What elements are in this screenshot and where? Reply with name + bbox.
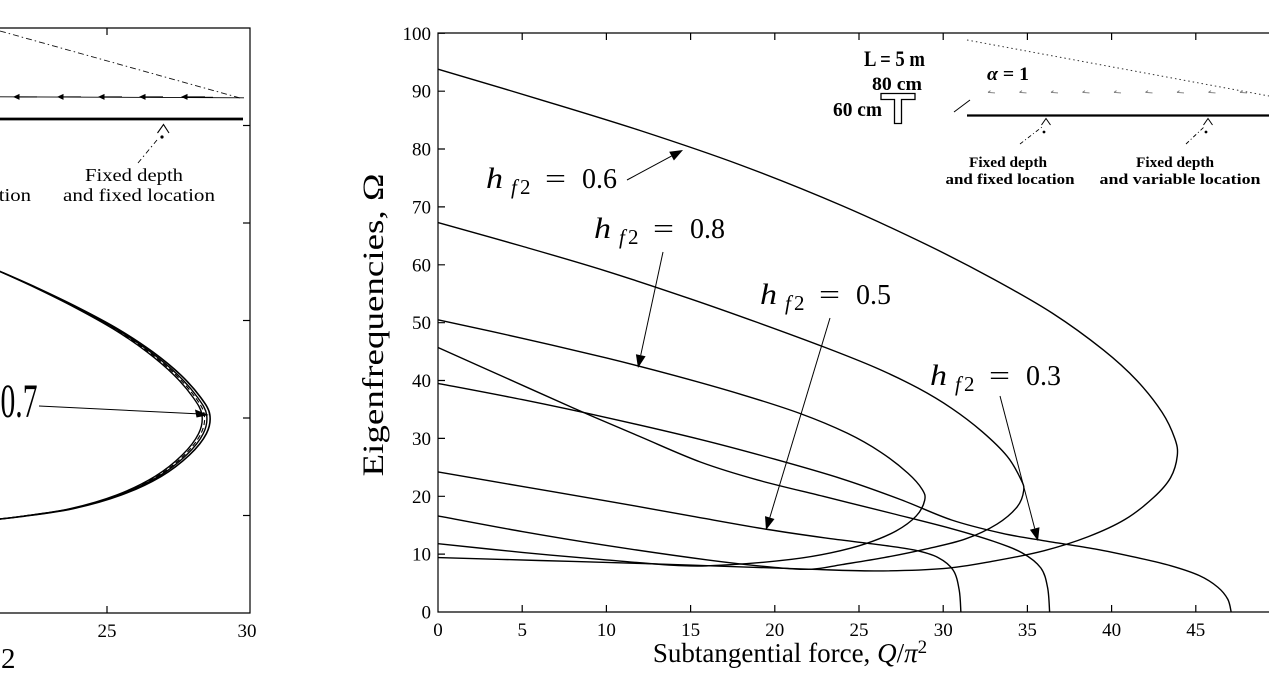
svg-text:Eigenfrequencies, Ω: Eigenfrequencies, Ω <box>357 174 390 477</box>
svg-text:0: 0 <box>433 620 443 641</box>
svg-text:80 cm: 80 cm <box>872 74 922 95</box>
svg-text:100: 100 <box>403 24 432 45</box>
svg-text:0.6: 0.6 <box>582 164 617 195</box>
svg-text:30: 30 <box>412 429 431 450</box>
svg-text:30: 30 <box>934 620 953 641</box>
svg-text:20: 20 <box>765 620 784 641</box>
svg-text:10: 10 <box>412 545 431 566</box>
svg-text:and fixed location: and fixed location <box>63 185 215 205</box>
svg-text:0.3: 0.3 <box>1026 361 1061 392</box>
svg-text:50: 50 <box>412 313 431 334</box>
svg-text:15: 15 <box>681 620 700 641</box>
svg-text:0.7: 0.7 <box>1 375 38 428</box>
svg-text:35: 35 <box>1018 620 1037 641</box>
svg-text:and variable location: and variable location <box>1100 172 1261 188</box>
svg-text:30: 30 <box>238 621 257 642</box>
svg-text:60 cm: 60 cm <box>833 99 882 121</box>
svg-text:Fixed depth: Fixed depth <box>85 165 183 185</box>
svg-text:25: 25 <box>850 620 869 641</box>
svg-text:=: = <box>989 361 1010 392</box>
svg-text:20: 20 <box>412 487 431 508</box>
svg-text:and variable location: and variable location <box>0 185 31 205</box>
svg-text:f: f <box>955 372 964 396</box>
svg-text:2: 2 <box>1 643 16 675</box>
svg-text:80: 80 <box>412 140 431 161</box>
svg-text:Fixed depth: Fixed depth <box>969 155 1047 171</box>
svg-text:0: 0 <box>422 603 432 624</box>
svg-text:60: 60 <box>412 255 431 276</box>
svg-text:5: 5 <box>517 620 527 641</box>
svg-text:25: 25 <box>98 621 117 642</box>
svg-text:f: f <box>785 291 794 315</box>
svg-text:and fixed location: and fixed location <box>946 172 1075 188</box>
svg-text:70: 70 <box>412 197 431 218</box>
svg-text:=: = <box>819 280 840 311</box>
svg-text:f: f <box>619 225 628 249</box>
svg-text:=: = <box>545 164 566 195</box>
svg-text:40: 40 <box>1102 620 1121 641</box>
svg-text:L = 5 m: L = 5 m <box>864 46 925 71</box>
svg-text:=: = <box>653 214 674 245</box>
svg-text:2: 2 <box>520 175 531 199</box>
svg-text:h: h <box>486 162 503 195</box>
svg-text:0.5: 0.5 <box>856 280 891 311</box>
svg-text:2: 2 <box>964 372 975 396</box>
svg-text:Fixed depth: Fixed depth <box>1136 155 1214 171</box>
svg-text:h: h <box>760 278 777 311</box>
svg-text:0.8: 0.8 <box>690 214 725 245</box>
svg-text:2: 2 <box>628 225 639 249</box>
svg-text:2: 2 <box>794 291 805 315</box>
svg-text:f: f <box>511 175 520 199</box>
svg-text:45: 45 <box>1186 620 1205 641</box>
svg-text:Subtangential force, Q/π2: Subtangential force, Q/π2 <box>653 637 927 668</box>
svg-text:h: h <box>930 359 947 392</box>
svg-text:40: 40 <box>412 371 431 392</box>
svg-text:90: 90 <box>412 82 431 103</box>
svg-text:10: 10 <box>597 620 616 641</box>
svg-text:h: h <box>594 212 611 245</box>
svg-text:α = 1: α = 1 <box>987 64 1029 85</box>
